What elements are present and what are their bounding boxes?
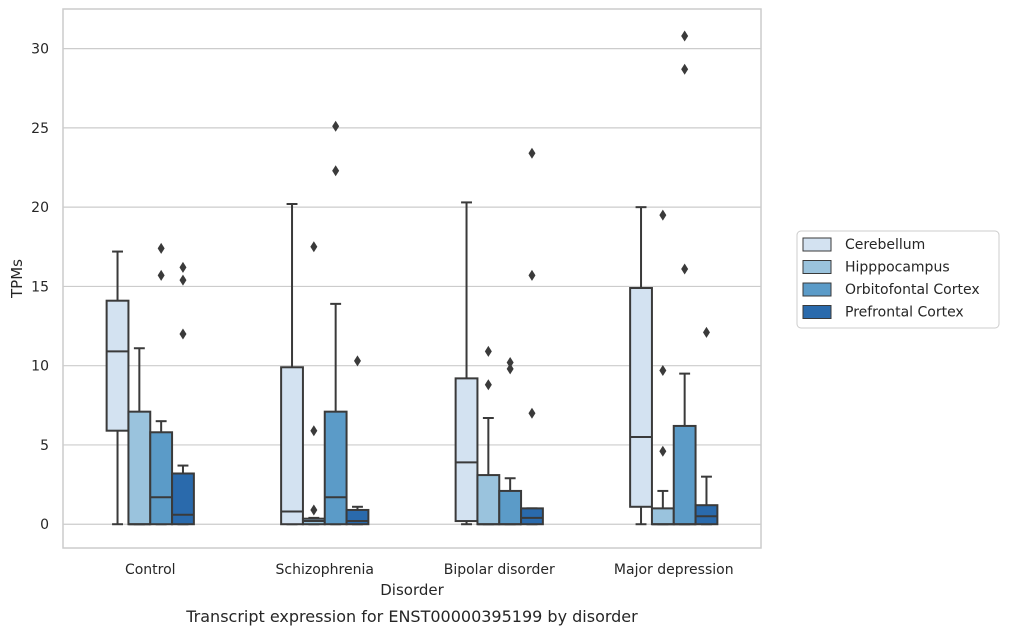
outlier-point — [310, 241, 318, 253]
legend-label: Prefrontal Cortex — [845, 305, 964, 321]
box-body — [345, 508, 370, 526]
y-tick-labels: 0 5 10 15 20 25 30 — [31, 42, 49, 534]
y-axis-label: TPMs — [8, 259, 26, 299]
box-0-1 — [127, 347, 152, 526]
gridlines — [63, 48, 761, 525]
outlier-point — [157, 269, 165, 281]
box-0-0 — [105, 250, 130, 526]
legend-frame — [796, 230, 1000, 329]
box-groups — [105, 30, 719, 526]
box-body — [105, 299, 130, 432]
outlier-point — [702, 326, 710, 338]
box-body — [476, 474, 501, 526]
box-1-0 — [280, 202, 304, 526]
outlier-point — [179, 328, 187, 340]
outlier-point — [157, 242, 165, 254]
outlier-point — [681, 30, 689, 42]
box-body — [149, 431, 174, 526]
legend-label: Orbitofontal Cortex — [845, 282, 980, 298]
box-2-2 — [498, 357, 523, 526]
box-3-0 — [629, 206, 653, 526]
box-body — [171, 472, 195, 526]
outlier-point — [179, 261, 187, 273]
box-body — [520, 507, 544, 526]
legend-swatch — [802, 260, 832, 274]
outlier-point — [179, 274, 187, 286]
legend-swatch — [802, 237, 832, 252]
outlier-point — [506, 357, 514, 369]
plot-frame — [62, 8, 762, 549]
box-body — [127, 410, 152, 526]
box-1-3 — [345, 355, 370, 526]
box-0-3 — [171, 261, 195, 526]
box-body — [498, 489, 523, 526]
outlier-point — [528, 269, 536, 281]
outlier-point — [528, 407, 536, 419]
outlier-point — [528, 147, 536, 159]
box-2-3 — [520, 147, 544, 526]
outlier-point — [681, 263, 689, 275]
x-tick-labels: Control Schizophrenia Bipolar disorder Majo… — [125, 562, 734, 578]
x-tick-label: Bipolar disorder — [444, 562, 555, 578]
x-tick-label: Major depression — [614, 562, 734, 578]
legend: Cerebellum Hipppocampus Orbitofontal Corte… — [796, 230, 1000, 329]
y-tick-label: 25 — [31, 121, 49, 137]
box-body — [323, 410, 348, 526]
box-3-2 — [672, 30, 697, 526]
outlier-point — [310, 504, 318, 516]
box-3-3 — [694, 326, 719, 526]
box-2-0 — [454, 201, 479, 526]
y-tick-label: 0 — [40, 517, 49, 533]
legend-swatch — [802, 282, 832, 297]
outlier-point — [659, 445, 667, 457]
box-1-2 — [323, 120, 348, 526]
box-2-1 — [476, 345, 501, 526]
legend-label: Hipppocampus — [845, 260, 950, 276]
outlier-point — [484, 345, 492, 357]
legend-swatch — [802, 305, 832, 319]
box-3-1 — [650, 209, 675, 526]
x-axis-label: Disorder — [380, 581, 444, 599]
box-body — [672, 424, 697, 526]
box-1-1 — [301, 241, 326, 526]
box-body — [694, 504, 719, 526]
y-tick-label: 30 — [31, 42, 49, 58]
y-tick-label: 5 — [40, 438, 49, 454]
outlier-point — [659, 364, 667, 376]
box-body — [280, 366, 304, 526]
x-tick-label: Schizophrenia — [276, 562, 374, 578]
y-tick-label: 20 — [31, 200, 49, 216]
box-body — [629, 287, 653, 508]
y-tick-label: 10 — [31, 359, 49, 375]
outlier-point — [681, 63, 689, 75]
outlier-point — [310, 425, 318, 437]
x-tick-label: Control — [125, 562, 176, 578]
outlier-point — [332, 120, 340, 132]
outlier-point — [506, 363, 514, 375]
outlier-point — [332, 165, 340, 177]
legend-label: Cerebellum — [845, 237, 925, 253]
outlier-point — [484, 379, 492, 391]
box-body — [650, 507, 675, 526]
y-tick-label: 15 — [31, 279, 49, 295]
box-body — [454, 377, 479, 523]
chart-caption: Transcript expression for ENST0000039519… — [185, 607, 638, 626]
outlier-point — [659, 209, 667, 221]
outlier-point — [353, 355, 361, 367]
box-0-2 — [149, 242, 174, 526]
